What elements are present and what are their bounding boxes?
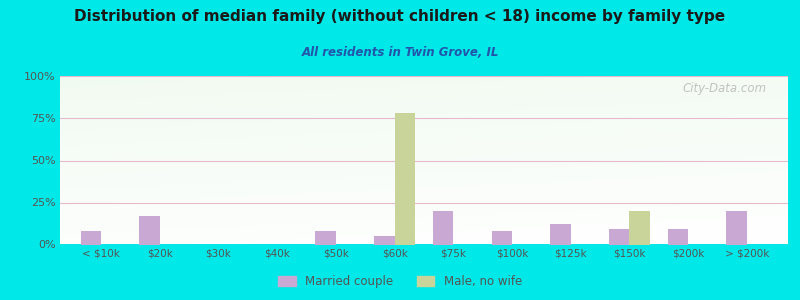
Bar	[81, 231, 101, 244]
Text: Distribution of median family (without children < 18) income by family type: Distribution of median family (without c…	[74, 9, 726, 24]
Text: City-Data.com: City-Data.com	[682, 82, 766, 94]
Bar	[726, 211, 747, 244]
Bar	[139, 216, 160, 244]
Bar	[609, 230, 630, 244]
Bar	[491, 231, 512, 244]
Bar	[433, 211, 454, 244]
Bar	[668, 230, 688, 244]
Bar	[630, 211, 650, 244]
Bar	[550, 224, 570, 244]
Bar	[315, 231, 336, 244]
Legend: Married couple, Male, no wife: Married couple, Male, no wife	[273, 270, 527, 292]
Bar	[394, 113, 415, 244]
Bar	[374, 236, 394, 244]
Text: All residents in Twin Grove, IL: All residents in Twin Grove, IL	[302, 46, 498, 59]
